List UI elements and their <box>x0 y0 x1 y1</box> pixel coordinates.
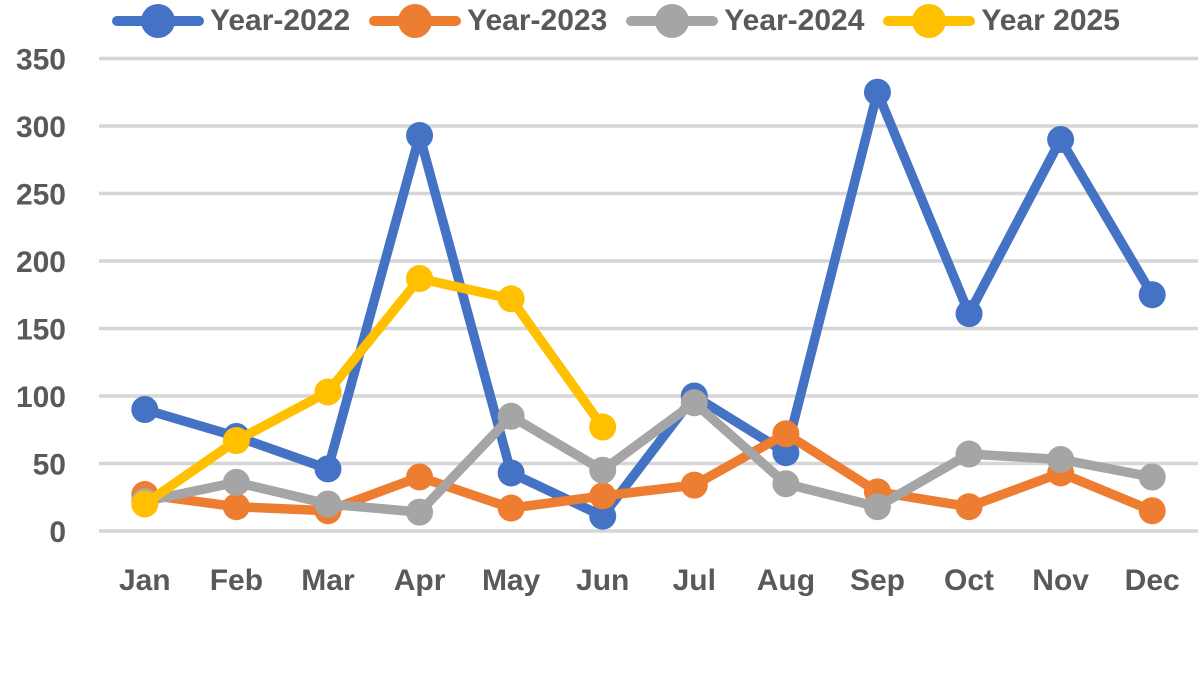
data-point-marker <box>406 265 434 293</box>
data-point-marker <box>406 121 434 149</box>
data-point-marker <box>406 463 434 491</box>
legend-item-year-2024: Year-2024 <box>626 2 864 40</box>
y-tick-label: 200 <box>16 246 66 279</box>
data-point-marker <box>314 455 342 483</box>
data-point-marker <box>222 427 250 455</box>
data-point-marker <box>772 420 800 448</box>
data-point-marker <box>314 378 342 406</box>
data-point-marker <box>589 482 617 510</box>
data-point-marker <box>772 439 800 467</box>
x-tick-label: Aug <box>757 564 815 597</box>
data-point-marker <box>131 396 159 423</box>
legend-marker-icon <box>626 3 719 39</box>
series-line-year-2025 <box>140 273 608 509</box>
y-tick-label: 250 <box>16 179 66 212</box>
legend-label: Year-2024 <box>724 4 865 37</box>
y-tick-label: 100 <box>16 381 66 414</box>
x-tick-label: Nov <box>1032 564 1089 597</box>
data-point-marker <box>1138 463 1166 491</box>
data-point-marker <box>1047 445 1075 473</box>
series-line-year-2024 <box>140 398 1157 517</box>
data-point-marker <box>863 493 891 521</box>
data-point-marker <box>680 389 708 417</box>
data-point-marker <box>314 490 342 518</box>
x-tick-label: Jan <box>119 564 171 597</box>
data-point-marker <box>497 285 525 313</box>
data-point-marker <box>1138 497 1166 525</box>
legend-marker-icon <box>112 3 204 39</box>
data-point-marker <box>1047 126 1075 153</box>
y-tick-label: 300 <box>16 111 66 144</box>
data-point-marker <box>680 471 708 499</box>
data-point-marker <box>131 490 159 518</box>
legend-item-year-2023: Year-2023 <box>369 2 607 40</box>
y-tick-label: 0 <box>49 516 66 549</box>
data-point-marker <box>589 413 617 441</box>
data-point-marker <box>955 300 983 328</box>
data-point-marker <box>589 502 617 530</box>
x-tick-label: May <box>482 564 541 597</box>
x-tick-label: Mar <box>301 564 355 597</box>
x-tick-label: Apr <box>394 564 446 597</box>
series-line-year-2022 <box>140 87 1157 521</box>
series-line-year-2023 <box>140 429 1157 516</box>
x-tick-label: Jun <box>576 564 629 597</box>
legend-item-year-2022: Year-2022 <box>112 2 350 40</box>
legend-label: Year-2022 <box>210 4 351 37</box>
y-tick-label: 150 <box>16 314 66 347</box>
legend-marker-icon <box>883 3 976 39</box>
x-tick-label: Jul <box>673 564 716 597</box>
data-point-marker <box>497 459 525 487</box>
data-point-marker <box>497 402 525 430</box>
x-tick-label: Oct <box>944 564 994 597</box>
data-point-marker <box>1138 281 1166 309</box>
data-point-marker <box>497 494 525 522</box>
data-point-marker <box>589 456 617 484</box>
x-tick-label: Sep <box>850 564 905 597</box>
x-tick-label: Feb <box>210 564 263 597</box>
legend-marker-icon <box>369 3 462 39</box>
data-point-marker <box>772 470 800 498</box>
y-tick-label: 50 <box>33 449 66 482</box>
legend-label: Year 2025 <box>981 4 1120 37</box>
legend-label: Year-2023 <box>467 4 608 37</box>
chart-legend: Year-2022 Year-2023 Year-2024 Year 2025 <box>112 2 1120 40</box>
data-point-marker <box>222 468 250 496</box>
data-point-marker <box>863 78 891 106</box>
legend-item-year-2025: Year 2025 <box>883 2 1120 40</box>
data-point-marker <box>955 493 983 521</box>
data-point-marker <box>955 440 983 468</box>
x-tick-label: Dec <box>1125 564 1180 597</box>
data-point-marker <box>406 498 434 526</box>
data-point-marker <box>222 493 250 521</box>
y-tick-label: 350 <box>16 44 66 77</box>
